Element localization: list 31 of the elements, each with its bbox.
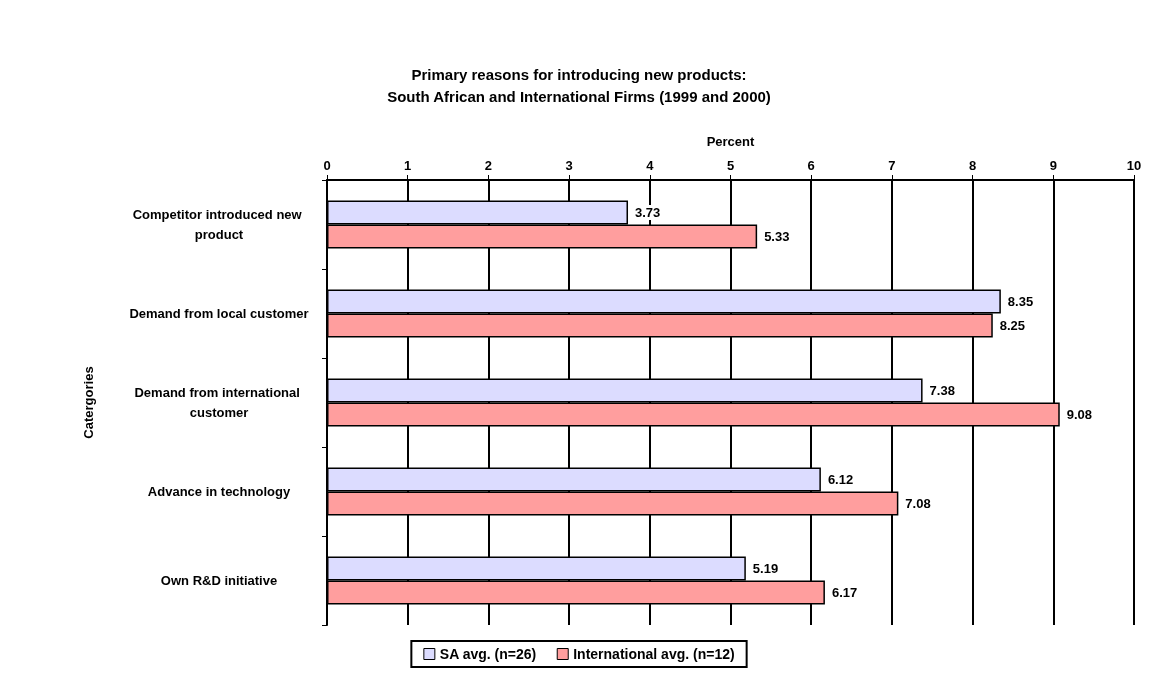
legend-label: International avg. (n=12) xyxy=(573,646,735,662)
x-tick-label: 6 xyxy=(807,158,815,173)
y-tick-label: Demand from international customer xyxy=(134,385,304,420)
data-label: 6.17 xyxy=(831,585,858,600)
x-tick-label: 0 xyxy=(323,158,331,173)
x-axis-title: Percent xyxy=(706,134,756,149)
data-label: 7.08 xyxy=(905,496,931,511)
data-label: 6.12 xyxy=(827,472,854,487)
data-label: 3.73 xyxy=(635,205,661,220)
x-tick-label: 1 xyxy=(404,158,412,173)
x-tick-label: 7 xyxy=(888,158,896,173)
x-tick-label: 4 xyxy=(646,158,655,173)
y-tick-label: Demand from local customer xyxy=(129,306,309,321)
x-tick-label: 2 xyxy=(484,158,493,173)
data-label: 9.08 xyxy=(1066,407,1093,422)
chart-title: Primary reasons for introducing new products: South African and International Firms (1999 and 2000) xyxy=(387,65,771,105)
data-label: 8.25 xyxy=(999,318,1026,333)
data-label: 7.38 xyxy=(929,383,955,398)
y-tick-label: Competitor introduced new product xyxy=(132,207,306,242)
x-tick-label: 10 xyxy=(1126,158,1142,173)
y-axis-title: Catergories xyxy=(81,366,96,439)
y-tick-label: Advance in technology xyxy=(147,484,291,499)
y-tick-label: Own R&D initiative xyxy=(160,573,278,588)
data-label: 5.33 xyxy=(764,229,790,244)
x-tick-label: 8 xyxy=(968,158,977,173)
x-tick-label: 5 xyxy=(726,158,735,173)
data-label: 5.19 xyxy=(752,561,779,576)
x-tick-label: 3 xyxy=(565,158,573,173)
x-tick-label: 9 xyxy=(1049,158,1057,173)
data-label: 8.35 xyxy=(1007,294,1034,309)
legend-label: SA avg. (n=26) xyxy=(439,646,537,662)
